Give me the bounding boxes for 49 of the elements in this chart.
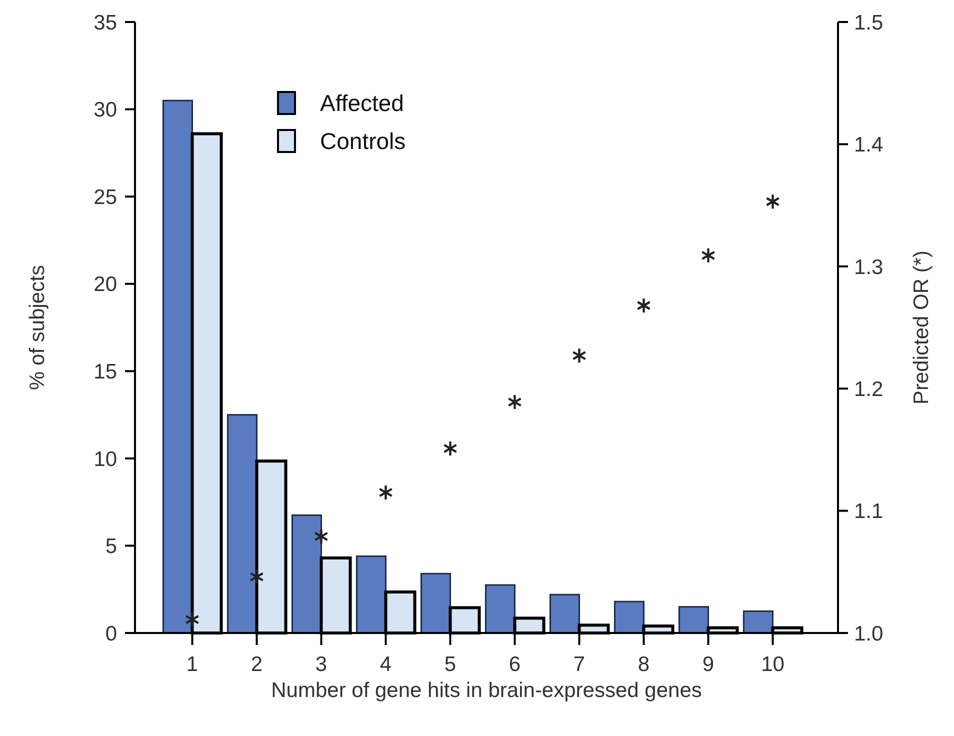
- x-tick-label: 9: [702, 653, 714, 676]
- y-tick-label: 20: [94, 273, 117, 296]
- bar: [162, 100, 193, 634]
- y2-tick-label: 1.1: [854, 500, 884, 524]
- x-tick-label: 8: [638, 653, 650, 676]
- point: [701, 247, 716, 264]
- y-tick-label: 35: [94, 11, 117, 34]
- x-tick-label: 3: [315, 653, 328, 676]
- point: [443, 440, 458, 457]
- y-tick-label: 0: [105, 622, 117, 646]
- bar: [549, 594, 580, 634]
- x-tick-label: 2: [250, 653, 263, 676]
- y2-tick-label: 1.5: [854, 11, 884, 34]
- x-tick-label: 10: [761, 653, 784, 676]
- point: [508, 394, 522, 410]
- y-tick-label: 5: [105, 535, 117, 558]
- y-tick-label: 25: [94, 186, 117, 209]
- x-tick-label: 6: [508, 653, 521, 676]
- y2-tick-label: 1.2: [854, 378, 884, 401]
- y-axis-title: % of subjects: [26, 265, 49, 390]
- y-tick-label: 15: [94, 360, 117, 384]
- bar: [291, 514, 322, 634]
- x-tick-label: 5: [444, 653, 456, 676]
- x-tick-label: 1: [186, 653, 198, 676]
- bar: [678, 606, 709, 634]
- bar: [742, 610, 774, 634]
- point: [378, 484, 393, 501]
- y2-tick-label: 1.0: [854, 622, 884, 646]
- x-tick-label: 7: [573, 653, 586, 676]
- point: [250, 568, 264, 585]
- x-axis-title: Number of gene hits in brain-expressed genes: [271, 679, 702, 702]
- bar: [356, 555, 386, 634]
- bar: [484, 584, 516, 634]
- bar: [226, 414, 258, 634]
- x-tick-label: 4: [380, 653, 392, 676]
- point: [185, 611, 200, 628]
- point: [314, 528, 328, 545]
- legend-label: Controls: [320, 128, 406, 154]
- legend-label: Affected: [320, 90, 404, 116]
- y-tick-label: 10: [94, 448, 117, 471]
- y2-tick-label: 1.4: [854, 134, 884, 157]
- point: [572, 348, 586, 364]
- bar: [614, 600, 644, 634]
- y2-tick-label: 1.3: [854, 256, 884, 279]
- bar: [420, 572, 451, 634]
- y2-axis-title: Predicted OR (*): [910, 250, 933, 405]
- point: [636, 297, 651, 314]
- point: [766, 194, 780, 210]
- y-tick-label: 30: [94, 98, 117, 122]
